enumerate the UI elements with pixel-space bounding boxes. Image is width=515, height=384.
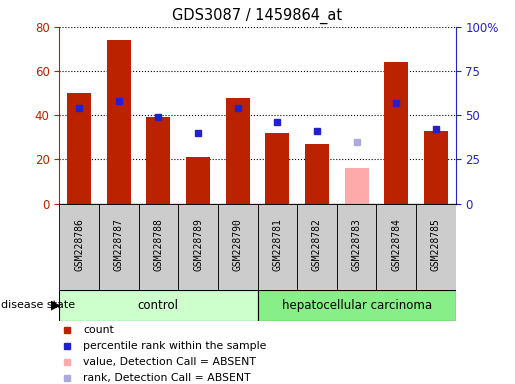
Text: GSM228789: GSM228789 bbox=[193, 218, 203, 271]
Bar bbox=[416, 204, 456, 290]
Bar bbox=[59, 290, 258, 321]
Bar bbox=[337, 204, 376, 290]
Text: GSM228786: GSM228786 bbox=[74, 218, 84, 271]
Text: count: count bbox=[83, 325, 114, 335]
Text: percentile rank within the sample: percentile rank within the sample bbox=[83, 341, 266, 351]
Title: GDS3087 / 1459864_at: GDS3087 / 1459864_at bbox=[173, 8, 342, 24]
Bar bbox=[258, 204, 297, 290]
Bar bbox=[376, 204, 416, 290]
Text: GSM228782: GSM228782 bbox=[312, 218, 322, 271]
Text: ▶: ▶ bbox=[51, 299, 60, 312]
Bar bbox=[99, 204, 139, 290]
Bar bbox=[178, 204, 218, 290]
Bar bbox=[226, 98, 250, 204]
Text: GSM228790: GSM228790 bbox=[233, 218, 243, 271]
Text: GSM228787: GSM228787 bbox=[114, 218, 124, 271]
Bar bbox=[265, 133, 289, 204]
Bar bbox=[384, 62, 408, 204]
Bar bbox=[424, 131, 448, 204]
Text: hepatocellular carcinoma: hepatocellular carcinoma bbox=[282, 299, 432, 312]
Bar bbox=[67, 93, 91, 204]
Bar bbox=[305, 144, 329, 204]
Bar bbox=[297, 204, 337, 290]
Bar bbox=[186, 157, 210, 204]
Text: rank, Detection Call = ABSENT: rank, Detection Call = ABSENT bbox=[83, 372, 251, 383]
Text: GSM228781: GSM228781 bbox=[272, 218, 282, 271]
Bar bbox=[107, 40, 131, 204]
Text: GSM228783: GSM228783 bbox=[352, 218, 362, 271]
Text: GSM228785: GSM228785 bbox=[431, 218, 441, 271]
Bar bbox=[139, 204, 178, 290]
Bar bbox=[218, 204, 258, 290]
Bar bbox=[146, 118, 170, 204]
Text: disease state: disease state bbox=[1, 300, 75, 310]
Bar bbox=[345, 168, 369, 204]
Text: GSM228788: GSM228788 bbox=[153, 218, 163, 271]
Bar bbox=[258, 290, 456, 321]
Text: control: control bbox=[138, 299, 179, 312]
Bar bbox=[59, 204, 99, 290]
Text: GSM228784: GSM228784 bbox=[391, 218, 401, 271]
Text: value, Detection Call = ABSENT: value, Detection Call = ABSENT bbox=[83, 357, 256, 367]
